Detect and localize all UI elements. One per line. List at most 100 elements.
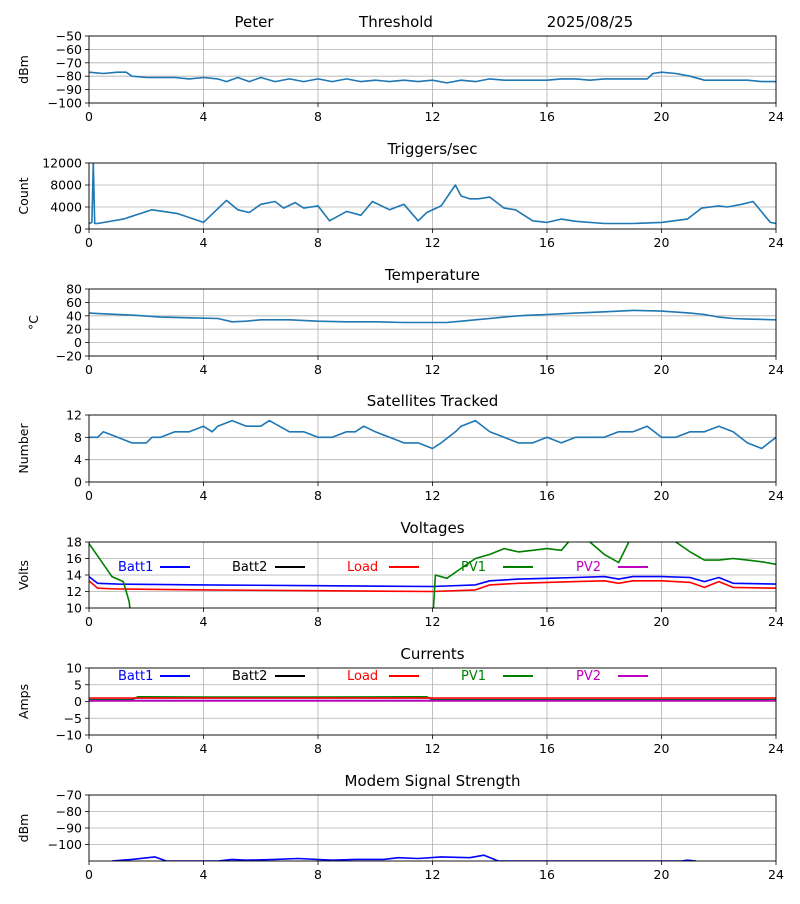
x-tick-label: 4 bbox=[200, 362, 208, 377]
x-tick-label: 24 bbox=[768, 362, 784, 377]
y-tick-label: 16 bbox=[66, 551, 82, 566]
x-tick-label: 16 bbox=[539, 614, 555, 629]
y-tick-label: −80 bbox=[56, 69, 82, 84]
panel-title: Voltages bbox=[400, 519, 464, 537]
y-tick-label: −20 bbox=[56, 349, 82, 364]
x-tick-label: 0 bbox=[85, 614, 93, 629]
x-tick-label: 8 bbox=[314, 362, 322, 377]
y-tick-label: 4 bbox=[74, 452, 82, 467]
panel-0: 0 4 8 12 16 20 24 −50−60−70−80−90−100 dBm bbox=[16, 29, 784, 125]
y-tick-label: −70 bbox=[56, 55, 82, 70]
panel-1: 0 4 8 12 16 20 24 0 4000 8000 12000 Triggers/sec Cou… bbox=[16, 140, 784, 250]
legend-label-pv1: PV1 bbox=[461, 560, 486, 575]
series-line-0 bbox=[89, 419, 776, 450]
legend-label-batt2: Batt2 bbox=[232, 669, 267, 684]
legend-label-pv2: PV2 bbox=[576, 560, 601, 575]
y-tick-label: −90 bbox=[56, 821, 82, 836]
x-tick-label: 24 bbox=[768, 741, 784, 756]
y-axis-label: Amps bbox=[16, 684, 31, 719]
legend-label-batt1: Batt1 bbox=[118, 560, 153, 575]
x-tick-label: 8 bbox=[314, 741, 322, 756]
y-tick-label: 0 bbox=[74, 475, 82, 490]
y-tick-label: 20 bbox=[66, 322, 82, 337]
x-tick-label: 4 bbox=[200, 488, 208, 503]
x-tick-label: 0 bbox=[85, 867, 93, 882]
x-tick-label: 12 bbox=[425, 741, 441, 756]
series-line-load bbox=[89, 579, 776, 593]
y-tick-label: −100 bbox=[48, 837, 82, 852]
x-tick-label: 0 bbox=[85, 488, 93, 503]
x-tick-label: 4 bbox=[200, 614, 208, 629]
y-tick-label: 4000 bbox=[50, 200, 82, 215]
x-tick-label: 12 bbox=[425, 867, 441, 882]
y-tick-label: −60 bbox=[56, 42, 82, 57]
y-tick-label: 40 bbox=[66, 308, 82, 323]
x-tick-label: 8 bbox=[314, 488, 322, 503]
y-tick-label: 12 bbox=[66, 584, 82, 599]
y-tick-label: −80 bbox=[56, 804, 82, 819]
y-tick-label: −70 bbox=[56, 788, 82, 803]
x-tick-label: 0 bbox=[85, 109, 93, 124]
x-tick-label: 4 bbox=[200, 109, 208, 124]
y-axis-label: Volts bbox=[16, 560, 31, 590]
x-tick-label: 20 bbox=[654, 362, 670, 377]
y-axis-label: dBm bbox=[16, 55, 31, 84]
y-tick-label: −90 bbox=[56, 82, 82, 97]
x-tick-label: 8 bbox=[314, 235, 322, 250]
x-tick-label: 20 bbox=[654, 614, 670, 629]
series-line-0 bbox=[89, 309, 776, 324]
panel-title: Temperature bbox=[384, 266, 480, 284]
x-tick-label: 0 bbox=[85, 741, 93, 756]
y-axis-label: Count bbox=[16, 177, 31, 214]
x-tick-label: 0 bbox=[85, 362, 93, 377]
x-tick-label: 20 bbox=[654, 488, 670, 503]
header-name: Peter bbox=[234, 13, 274, 31]
x-tick-label: 8 bbox=[314, 614, 322, 629]
panel-title: Modem Signal Strength bbox=[345, 772, 521, 790]
x-tick-label: 20 bbox=[654, 109, 670, 124]
x-tick-label: 16 bbox=[539, 235, 555, 250]
x-tick-label: 24 bbox=[768, 235, 784, 250]
x-tick-label: 24 bbox=[768, 614, 784, 629]
x-tick-label: 20 bbox=[654, 867, 670, 882]
y-tick-label: 5 bbox=[74, 677, 82, 692]
x-tick-label: 12 bbox=[425, 109, 441, 124]
y-tick-label: 18 bbox=[66, 535, 82, 550]
y-tick-label: −50 bbox=[56, 29, 82, 44]
x-tick-label: 4 bbox=[200, 867, 208, 882]
y-tick-label: 0 bbox=[74, 694, 82, 709]
x-tick-label: 4 bbox=[200, 235, 208, 250]
header-mode: Threshold bbox=[358, 13, 433, 31]
series-line-batt1 bbox=[89, 575, 776, 588]
y-tick-label: 0 bbox=[74, 335, 82, 350]
y-axis-label: dBm bbox=[16, 814, 31, 843]
y-tick-label: 60 bbox=[66, 295, 82, 310]
y-tick-label: 0 bbox=[74, 222, 82, 237]
x-tick-label: 8 bbox=[314, 109, 322, 124]
y-axis-label: Number bbox=[16, 423, 31, 474]
y-tick-label: 8 bbox=[74, 430, 82, 445]
panel-title: Currents bbox=[400, 645, 464, 663]
legend-label-load: Load bbox=[347, 669, 378, 684]
x-tick-label: 24 bbox=[768, 867, 784, 882]
x-tick-label: 12 bbox=[425, 235, 441, 250]
series-line-pv1 bbox=[89, 542, 776, 608]
y-tick-label: 12000 bbox=[42, 156, 82, 171]
y-tick-label: 8000 bbox=[50, 178, 82, 193]
panel-3: 0 4 8 12 16 20 24 0 4 8 12 Satellites Tracked Number bbox=[16, 392, 784, 503]
panel-title: Satellites Tracked bbox=[367, 392, 498, 410]
header-date: 2025/08/25 bbox=[547, 13, 633, 31]
legend-label-pv1: PV1 bbox=[461, 669, 486, 684]
y-tick-label: 10 bbox=[66, 601, 82, 616]
x-tick-label: 24 bbox=[768, 109, 784, 124]
legend-label-batt2: Batt2 bbox=[232, 560, 267, 575]
x-tick-label: 16 bbox=[539, 109, 555, 124]
y-tick-label: 80 bbox=[66, 282, 82, 297]
x-tick-label: 0 bbox=[85, 235, 93, 250]
